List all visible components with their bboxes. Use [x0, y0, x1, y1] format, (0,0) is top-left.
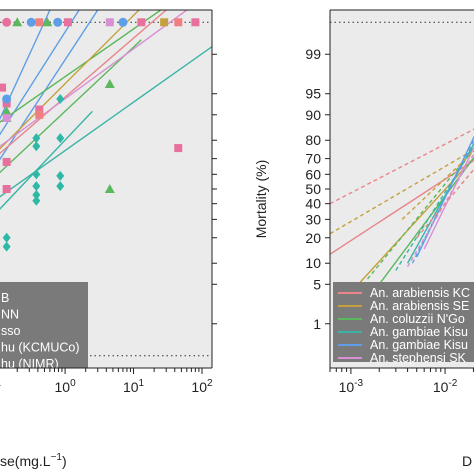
left-x-tick-label-3: 102 [191, 378, 213, 395]
left-data-point-15 [56, 93, 65, 104]
left-data-point-33 [160, 18, 169, 27]
left-legend-entry-2: sso [1, 324, 21, 338]
right-legend-entry-4: An. gambiae Kisu [370, 338, 468, 352]
right-fit-line-12 [416, 168, 474, 239]
left-data-point-29 [63, 18, 72, 27]
left-fit-line-7 [0, 46, 212, 198]
left-data-point-20 [32, 189, 41, 200]
left-data-point-34 [174, 18, 183, 27]
right-fit-line-6 [395, 145, 474, 271]
left-legend-entry-0: B [1, 291, 9, 305]
right-fit-line-11 [423, 145, 474, 250]
left-data-point-35 [191, 18, 200, 27]
left-data-point-31 [118, 17, 128, 27]
left-data-point-18 [32, 181, 41, 192]
left-data-point-21 [32, 195, 41, 206]
left-data-point-28 [53, 17, 63, 27]
left-data-point-26 [26, 17, 36, 27]
left-data-point-2 [2, 99, 11, 108]
left-data-point-4 [35, 110, 44, 119]
right-y-tick-label-6: 50 [305, 181, 321, 197]
left-data-point-5 [1, 106, 12, 116]
right-y-tick-label-9: 80 [305, 132, 321, 148]
left-data-point-36 [2, 94, 12, 104]
right-y-tick-label-5: 40 [305, 196, 321, 212]
left-data-point-30 [105, 18, 114, 27]
right-y-tick-label-2: 10 [305, 255, 321, 271]
left-data-point-11 [174, 144, 183, 153]
left-fit-line-5 [0, 10, 167, 155]
left-x-tick-label-0: -1 [0, 378, 2, 389]
left-fit-line-4 [0, 10, 140, 150]
right-y-tick-label-0: 1 [313, 316, 321, 332]
right-y-tick-label-12: 99 [305, 46, 321, 62]
left-legend: B NN sso hu (KCMUCo) hu (NIMR) [0, 282, 88, 371]
left-data-point-17 [56, 170, 65, 181]
right-y-tick-label-4: 30 [305, 211, 321, 227]
right-legend-entry-3: An. gambiae Kisu [370, 325, 468, 339]
left-data-point-10 [2, 185, 11, 193]
right-legend-entry-1: An. arabiensis SE [370, 299, 469, 313]
left-fit-line-3 [0, 39, 142, 174]
right-legend-entry-5: An. stephensi SK [370, 351, 467, 365]
right-y-tick-label-11: 95 [305, 86, 321, 102]
left-legend-entry-1: NN [1, 308, 19, 322]
right-x-axis-title: D [462, 453, 472, 469]
left-fit-line-1 [0, 10, 80, 136]
right-y-tick-label-7: 60 [305, 166, 321, 182]
right-y-tick-label-8: 70 [305, 151, 321, 167]
left-plot-area: B NN sso hu (KCMUCo) hu (NIMR) [0, 10, 212, 371]
left-data-point-8 [104, 184, 115, 193]
right-legend-entry-2: An. coluzzii N'Go [370, 312, 465, 326]
right-x-tick-label-0: 10-3 [339, 378, 364, 395]
left-data-point-14 [56, 133, 65, 144]
left-data-point-19 [56, 181, 65, 192]
left-fit-line-9 [0, 10, 51, 121]
left-data-point-37 [2, 113, 11, 122]
left-x-tick-label-2: 101 [123, 378, 145, 395]
left-data-point-32 [137, 18, 146, 27]
right-y-tick-label-3: 20 [305, 230, 321, 246]
right-legend-background [333, 282, 474, 362]
right-fit-line-2 [330, 148, 474, 235]
left-data-point-25 [12, 17, 23, 27]
left-data-point-9 [2, 157, 11, 166]
left-fit-line-6 [0, 10, 188, 148]
left-chart-panel: B NN sso hu (KCMUCo) hu (NIMR) -1 100 101 102 se(… [0, 9, 217, 469]
left-data-point-27 [42, 17, 53, 27]
left-legend-background [0, 282, 88, 368]
left-data-point-12 [32, 133, 41, 144]
right-fit-line-1 [330, 159, 474, 255]
left-data-point-13 [32, 141, 41, 152]
left-data-point-24 [2, 17, 12, 27]
left-data-point-1 [0, 83, 7, 92]
left-data-point-3 [35, 105, 44, 114]
left-data-point-7 [104, 79, 115, 89]
left-data-point-16 [32, 169, 41, 180]
right-fit-line-4 [366, 147, 474, 280]
left-data-point-23 [2, 241, 11, 252]
right-legend-entry-0: An. arabiensis KC [370, 286, 470, 300]
left-x-axis-title: se(mg.L−1) [0, 452, 67, 469]
left-x-tick-label-1: 100 [55, 378, 77, 395]
left-legend-entry-3: hu (KCMUCo) [1, 341, 80, 355]
left-fit-line-8 [0, 110, 93, 210]
right-x-tick-label-1: 10-2 [433, 378, 458, 395]
right-fit-line-0 [330, 128, 474, 205]
right-y-tick-label-10: 90 [305, 107, 321, 123]
left-fit-line-2 [0, 10, 162, 123]
left-legend-entry-4: hu (NIMR) [1, 357, 59, 371]
right-y-tick-label-1: 5 [313, 276, 321, 292]
right-fit-line-9 [416, 135, 474, 258]
left-data-point-0 [35, 18, 44, 27]
left-data-point-22 [2, 232, 11, 243]
right-y-axis-title: Mortality (%) [253, 160, 269, 239]
